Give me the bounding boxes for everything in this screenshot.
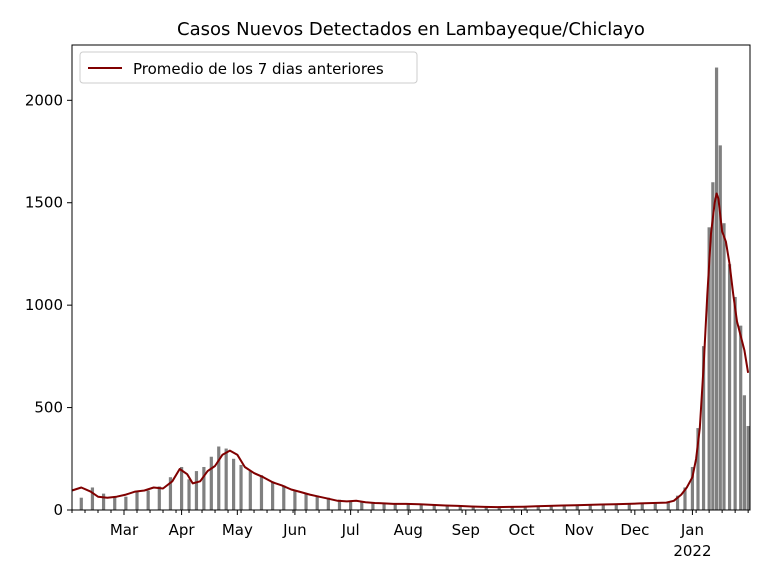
x-year-label: 2022 [673, 542, 711, 560]
bar [282, 485, 286, 510]
bar [614, 504, 618, 510]
bar [562, 505, 566, 510]
legend-label: Promedio de los 7 dias anteriores [133, 60, 384, 78]
chart-title: Casos Nuevos Detectados en Lambayeque/Ch… [177, 19, 645, 40]
bar [627, 503, 631, 510]
bar [194, 471, 199, 510]
bar [601, 504, 605, 510]
x-tick-label: Jun [282, 521, 306, 539]
bar [135, 491, 139, 510]
bar [271, 481, 275, 510]
bar [484, 507, 488, 510]
bar [640, 503, 644, 510]
bar [675, 495, 680, 510]
plot-area [71, 67, 750, 510]
bar [419, 504, 423, 510]
bar [360, 501, 364, 510]
bar [588, 504, 592, 510]
bar [202, 466, 206, 510]
bar [304, 493, 308, 510]
bar [146, 490, 150, 510]
bar [471, 506, 475, 510]
bar [232, 458, 236, 510]
bar [168, 477, 173, 510]
bar [523, 506, 527, 510]
legend: Promedio de los 7 dias anteriores [79, 51, 418, 84]
bar [90, 487, 95, 510]
bar [326, 497, 330, 510]
y-tick-label: 0 [53, 501, 63, 519]
x-tick-label: Nov [564, 521, 593, 539]
x-tick-label: Jul [341, 521, 360, 539]
x-tick-label: Aug [394, 521, 423, 539]
bar [707, 227, 711, 510]
bar [371, 502, 375, 510]
bar [746, 426, 750, 510]
bar [259, 475, 264, 510]
bar [187, 479, 191, 510]
bar [683, 487, 687, 510]
bar [224, 448, 228, 510]
x-tick-label: Jan [680, 521, 704, 539]
y-tick-label: 1500 [25, 194, 63, 212]
bar [696, 428, 700, 510]
bar [293, 490, 297, 510]
bar [722, 223, 726, 510]
bar [653, 502, 657, 510]
bar [349, 500, 353, 510]
bar [157, 486, 161, 510]
x-tick-label: Dec [620, 521, 649, 539]
bar [510, 506, 514, 510]
bar [101, 493, 106, 510]
bar [742, 395, 747, 510]
bar [666, 502, 670, 510]
x-tick-label: Sep [452, 521, 480, 539]
bar [536, 506, 540, 510]
x-tick-label: May [222, 521, 253, 539]
bar [690, 466, 695, 510]
bar [739, 325, 743, 510]
y-tick-label: 500 [34, 399, 63, 417]
bar [549, 505, 553, 510]
bar [382, 503, 386, 510]
bar [733, 296, 737, 510]
bar [393, 503, 397, 510]
bar [79, 497, 83, 510]
bar [575, 505, 579, 510]
bar [406, 503, 410, 510]
bar [701, 346, 706, 510]
bar [727, 264, 732, 510]
bar [248, 471, 252, 510]
plot-frame [71, 44, 751, 511]
bar [124, 496, 128, 510]
bar [432, 504, 436, 510]
bar [315, 495, 319, 510]
bar [179, 466, 184, 510]
x-tick-label: Apr [169, 521, 196, 539]
bar [714, 67, 719, 510]
bar [239, 464, 243, 510]
bar [113, 497, 117, 510]
y-tick-label: 1000 [25, 296, 63, 314]
x-tick-label: Mar [110, 521, 139, 539]
series-line [71, 192, 750, 509]
bar [217, 446, 221, 510]
bar [337, 499, 342, 510]
bar [497, 507, 501, 510]
bar [711, 182, 715, 510]
bar [445, 505, 449, 510]
axes: 0 500 1000 1500 2000 Mar Apr May Jun Jul Aug Sep Oct… [25, 44, 751, 560]
bar [209, 456, 213, 510]
legend-box [79, 51, 418, 84]
bar [458, 506, 462, 510]
x-tick-label: Oct [509, 521, 535, 539]
bar [718, 145, 722, 510]
y-tick-label: 2000 [25, 91, 63, 109]
